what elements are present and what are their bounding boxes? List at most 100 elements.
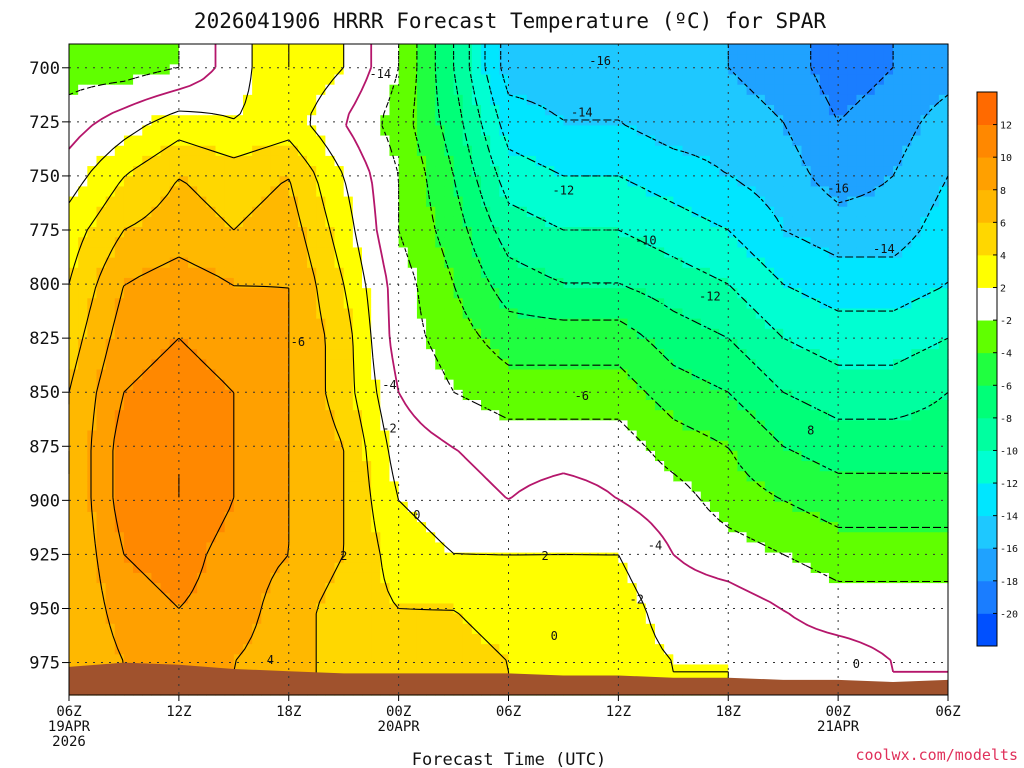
temperature-cell [169,145,180,157]
temperature-cell [270,74,281,86]
temperature-cell [700,349,711,360]
temperature-cell [737,155,748,167]
temperature-cell [78,155,88,167]
temperature-cell [224,552,235,564]
temperature-cell [426,247,436,259]
temperature-cell [691,288,702,299]
temperature-cell [133,105,143,116]
temperature-cell [316,583,326,594]
temperature-cell [737,664,748,676]
temperature-cell [535,186,546,198]
temperature-cell [252,338,262,350]
temperature-cell [233,166,244,177]
temperature-cell [123,552,134,564]
temperature-cell [78,288,88,299]
temperature-cell [426,511,436,523]
temperature-cell [389,532,400,544]
temperature-cell [343,135,354,147]
temperature-cell [215,206,226,218]
temperature-cell [737,450,748,462]
temperature-cell [325,94,336,106]
temperature-cell [334,267,345,279]
temperature-cell [87,603,98,615]
temperature-cell [123,166,134,177]
temperature-cell [96,491,107,503]
temperature-cell [252,552,262,564]
temperature-cell [288,44,299,55]
temperature-cell [435,125,446,137]
temperature-cell [224,267,235,279]
temperature-cell [426,542,436,554]
temperature-cell [252,44,262,55]
temperature-cell [215,542,226,554]
temperature-cell [499,511,510,523]
temperature-cell [69,64,79,76]
temperature-cell [645,349,656,360]
temperature-cell [343,115,354,126]
temperature-cell [581,420,592,432]
temperature-cell [481,491,491,503]
temperature-cell [416,277,427,289]
temperature-cell [343,532,354,544]
temperature-cell [462,644,473,655]
temperature-cell [545,654,555,666]
temperature-cell [728,206,739,218]
temperature-cell [426,461,436,472]
temperature-cell [444,308,455,320]
temperature-cell [545,511,555,523]
temperature-cell [114,54,125,65]
temperature-cell [123,491,134,503]
temperature-cell [453,379,464,391]
temperature-cell [563,379,574,391]
temperature-cell [755,644,766,655]
temperature-cell [728,491,739,503]
temperature-cell [215,308,226,320]
temperature-cell [535,277,546,289]
temperature-cell [142,440,153,452]
temperature-cell [490,94,500,106]
temperature-cell [105,420,116,432]
temperature-cell [481,176,491,187]
temperature-cell [600,308,610,320]
temperature-cell [499,166,510,177]
temperature-cell [709,369,720,381]
temperature-cell [600,633,610,645]
temperature-cell [490,572,500,584]
temperature-cell [233,532,244,544]
temperature-cell [178,603,189,615]
temperature-cell [87,644,98,655]
temperature-cell [572,237,583,249]
temperature-cell [380,542,391,554]
temperature-cell [627,603,638,615]
temperature-cell [87,74,98,86]
temperature-cell [627,54,638,65]
temperature-cell [737,562,748,574]
temperature-cell [398,522,409,533]
temperature-cell [416,298,427,310]
temperature-cell [151,369,162,381]
temperature-cell [261,440,272,452]
temperature-cell [270,542,281,554]
temperature-cell [160,145,171,157]
temperature-cell [572,74,583,86]
temperature-cell [645,176,656,187]
temperature-cell [737,318,748,330]
temperature-cell [352,359,363,371]
temperature-cell [462,400,473,411]
temperature-cell [297,115,308,126]
temperature-cell [105,542,116,554]
temperature-cell [490,532,500,544]
temperature-cell [554,511,565,523]
temperature-cell [435,145,446,157]
temperature-cell [682,196,693,208]
temperature-cell [645,633,656,645]
temperature-cell [343,94,354,106]
temperature-cell [334,288,345,299]
temperature-cell [206,237,217,249]
temperature-cell [462,389,473,401]
temperature-cell [499,257,510,269]
temperature-cell [737,115,748,126]
temperature-cell [371,318,381,330]
temperature-cell [719,389,729,401]
chart-title: 2026041906 HRRR Forecast Temperature (ºC… [194,9,827,33]
